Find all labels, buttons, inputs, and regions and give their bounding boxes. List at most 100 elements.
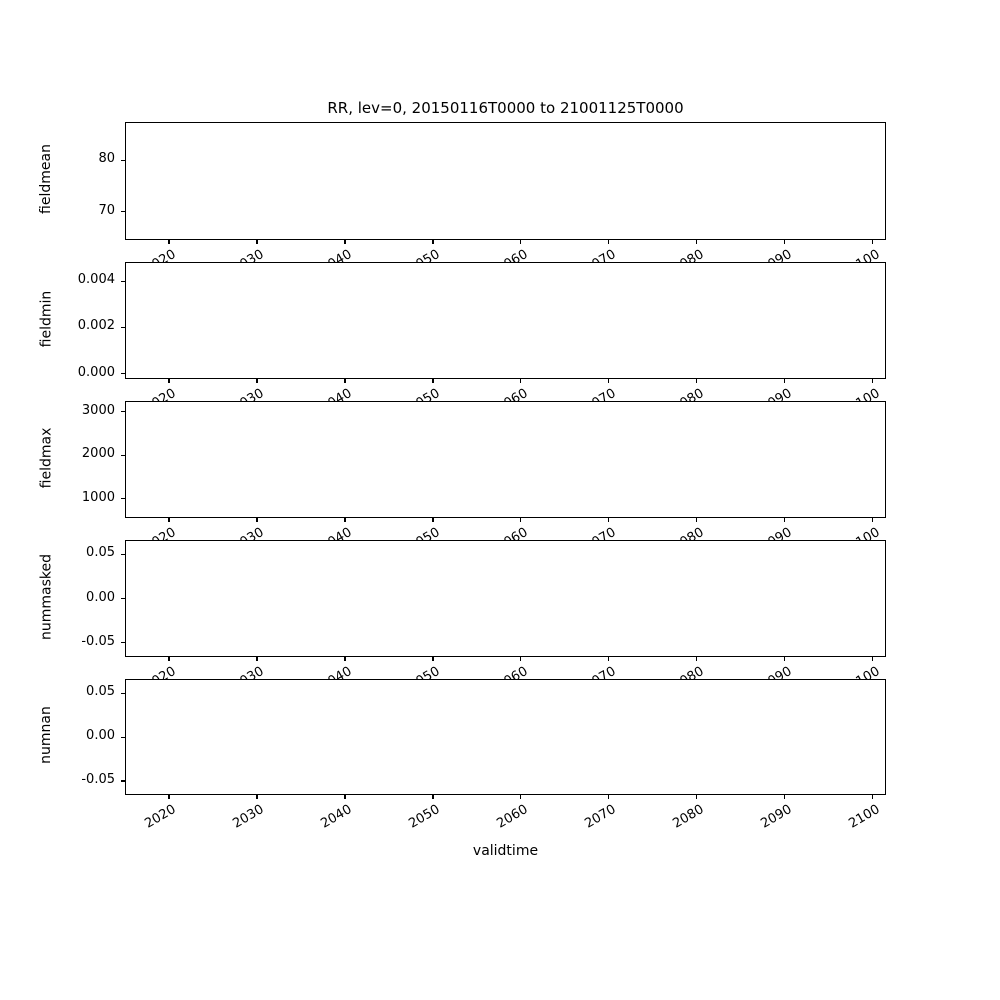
x-tick-label: 2070 <box>582 664 619 679</box>
x-tick-label: 2080 <box>670 525 707 540</box>
axes-frame-fieldmax <box>125 401 886 518</box>
figure-title: RR, lev=0, 20150116T0000 to 21001125T000… <box>327 99 684 117</box>
x-tick-label-group: 2020 2030 2040 2050 2060 2070 2080 2090 2100 <box>125 245 946 262</box>
x-tick-mark <box>784 240 786 244</box>
x-tick-mark <box>608 379 610 383</box>
x-tick-label: 2090 <box>758 802 795 832</box>
x-tick-label: 2100 <box>846 247 883 262</box>
x-tick-label: 2070 <box>582 386 619 401</box>
x-tick-label: 2060 <box>494 247 531 262</box>
subplot-nummasked: -0.05 0.00 0.05 nummasked <box>38 540 886 661</box>
y-tick-label: 0.05 <box>86 684 115 700</box>
x-tick-mark <box>872 657 874 661</box>
x-tick-label: 2050 <box>406 386 443 401</box>
x-tick-mark <box>168 240 170 244</box>
y-tick-mark <box>121 211 125 213</box>
x-tick-label: 2060 <box>494 664 531 679</box>
x-tick-mark <box>784 795 786 799</box>
x-tick-label: 2030 <box>230 802 267 832</box>
x-tick-label: 2100 <box>846 386 883 401</box>
x-tick-label: 2020 <box>142 247 179 262</box>
x-tick-mark <box>256 518 258 522</box>
x-tick-mark <box>256 657 258 661</box>
x-tick-mark <box>784 379 786 383</box>
y-tick-mark <box>121 736 125 738</box>
x-tick-mark <box>256 795 258 799</box>
x-tick-mark <box>168 795 170 799</box>
x-tick-mark <box>256 379 258 383</box>
x-tick-mark <box>168 518 170 522</box>
y-tick-label: 3000 <box>81 402 115 418</box>
x-tick-mark <box>168 379 170 383</box>
y-tick-label: 1000 <box>81 489 115 505</box>
x-tick-mark <box>696 379 698 383</box>
y-axis-label-fieldmax: fieldmax <box>38 427 54 488</box>
x-tick-label-group: 2020 2030 2040 2050 2060 2070 2080 2090 2100 <box>125 800 946 860</box>
y-tick-label: 0.002 <box>77 318 115 334</box>
y-tick-label: 0.00 <box>86 589 115 605</box>
x-tick-label: 2080 <box>670 664 707 679</box>
x-tick-label: 2090 <box>758 386 795 401</box>
x-tick-label-group: 2020 2030 2040 2050 2060 2070 2080 2090 2100 <box>125 662 946 679</box>
x-tick-mark <box>608 518 610 522</box>
x-tick-label: 2060 <box>494 525 531 540</box>
x-tick-label: 2050 <box>406 247 443 262</box>
x-tick-label: 2050 <box>406 525 443 540</box>
x-tick-label: 2070 <box>582 525 619 540</box>
x-tick-mark <box>608 657 610 661</box>
y-tick-mark <box>121 553 125 555</box>
x-tick-mark <box>432 518 434 522</box>
y-tick-mark <box>121 780 125 782</box>
x-tick-label: 2020 <box>142 802 179 832</box>
y-tick-label: 2000 <box>81 446 115 462</box>
y-tick-mark <box>121 326 125 329</box>
x-tick-mark <box>784 657 786 661</box>
x-tick-label: 2040 <box>318 247 355 262</box>
x-tick-mark <box>168 657 170 661</box>
x-tick-label: 2080 <box>670 802 707 832</box>
x-tick-label: 2030 <box>230 664 267 679</box>
x-tick-mark <box>432 657 434 661</box>
x-tick-mark <box>696 795 698 799</box>
x-tick-label: 2020 <box>142 664 179 679</box>
y-tick-label: 0.004 <box>77 272 115 288</box>
axes-frame-fieldmin <box>125 262 886 379</box>
x-tick-label: 2040 <box>318 664 355 679</box>
x-tick-mark <box>608 795 610 799</box>
subplot-fieldmax: 1000 2000 3000 fieldmax <box>38 401 886 522</box>
x-tick-label: 2080 <box>670 247 707 262</box>
x-tick-mark <box>432 379 434 383</box>
x-tick-label-group: 2020 2030 2040 2050 2060 2070 2080 2090 2100 <box>125 523 946 540</box>
y-tick-label: -0.05 <box>81 633 115 649</box>
y-tick-label: 0.000 <box>77 364 115 380</box>
x-tick-label: 2040 <box>318 802 355 832</box>
x-tick-label: 2030 <box>230 525 267 540</box>
y-axis-label-fieldmin: fieldmin <box>38 290 54 347</box>
y-axis-label-fieldmean: fieldmean <box>38 144 54 214</box>
x-tick-mark <box>432 240 434 244</box>
x-tick-label: 2080 <box>670 386 707 401</box>
x-tick-mark <box>872 795 874 799</box>
y-tick-mark <box>121 159 125 162</box>
x-tick-mark <box>784 518 786 522</box>
axes-frame-nummasked <box>125 540 886 657</box>
x-tick-mark <box>344 240 346 244</box>
x-tick-label: 2100 <box>846 802 883 832</box>
y-tick-label: 0.05 <box>86 545 115 561</box>
x-axis-label: validtime <box>472 843 539 859</box>
x-tick-label: 2020 <box>142 386 179 401</box>
x-tick-mark <box>872 518 874 522</box>
x-tick-mark <box>520 795 522 799</box>
y-tick-mark <box>121 454 125 456</box>
x-tick-mark <box>696 240 698 244</box>
x-tick-label: 2070 <box>582 802 619 832</box>
x-tick-mark <box>696 657 698 661</box>
y-tick-mark <box>121 598 125 600</box>
y-tick-mark <box>121 280 125 282</box>
x-tick-label: 2050 <box>406 664 443 679</box>
x-tick-mark <box>344 657 346 661</box>
subplot-fieldmean: 70 80 fieldmean <box>38 122 886 244</box>
x-tick-mark <box>432 795 434 799</box>
x-tick-mark <box>520 518 522 522</box>
x-tick-label: 2090 <box>758 664 795 679</box>
